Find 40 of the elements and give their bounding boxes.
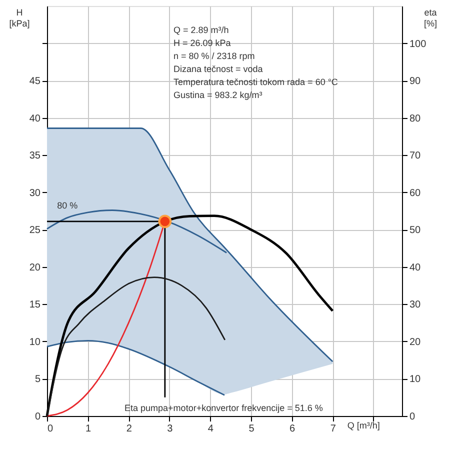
y-tick-label: 25	[29, 225, 41, 236]
y-tick-label: 35	[29, 150, 41, 162]
annotation: Dizana tečnost = voda	[173, 64, 263, 74]
y2-axis-title: eta [%]	[424, 8, 438, 28]
y2-tick-label: 40	[410, 262, 422, 274]
y-axis-title: H [kPa]	[9, 8, 30, 28]
y2-tick-label: 20	[410, 336, 422, 348]
x-tick-label: 5	[248, 424, 255, 434]
y2-tick-label: 70	[410, 150, 422, 162]
y-tick-label: 45	[29, 76, 41, 88]
annotation: Temperatura tečnosti tokom rada = 60 °C	[173, 77, 338, 87]
x-axis-title: Q [m³/h]	[347, 420, 380, 430]
annotation: 80 %	[57, 200, 78, 211]
x-tick-label: 4	[208, 424, 214, 434]
annotation: Eta pumpa+motor+konvertor frekvencije = 51.6 %	[124, 403, 323, 413]
y2-tick-label: 60	[410, 188, 422, 199]
y2-tick-label: 100	[410, 38, 427, 50]
annotation: H = 26.09 kPa	[173, 38, 231, 48]
y-tick-label: 20	[29, 262, 41, 274]
annotation: n = 80 % / 2318 rpm	[173, 51, 255, 61]
y2-tick-label: 90	[410, 76, 422, 88]
y-tick-label: 0	[34, 412, 41, 422]
y2-tick-label: 0	[410, 412, 416, 422]
x-tick-label: 1	[86, 424, 92, 434]
y2-tick-label: 50	[410, 225, 422, 236]
annotation: Q = 2.89 m³/h	[173, 25, 229, 35]
x-tick-label: 6	[290, 424, 296, 434]
y-tick-label: 40	[29, 113, 41, 124]
y-tick-label: 15	[29, 300, 41, 311]
x-tick-label: 2	[126, 424, 132, 434]
y-tick-label: 10	[29, 336, 41, 348]
x-tick-label: 0	[48, 424, 54, 434]
y2-tick-label: 10	[410, 374, 422, 386]
y2-tick-label: 80	[410, 113, 422, 124]
x-tick-label: 3	[167, 424, 174, 434]
x-tick-label: 7	[330, 424, 336, 434]
y-tick-label: 30	[29, 188, 41, 199]
y2-tick-label: 30	[410, 300, 422, 311]
annotation: Gustina = 983.2 kg/m³	[173, 90, 262, 100]
y-tick-label: 5	[34, 374, 41, 386]
